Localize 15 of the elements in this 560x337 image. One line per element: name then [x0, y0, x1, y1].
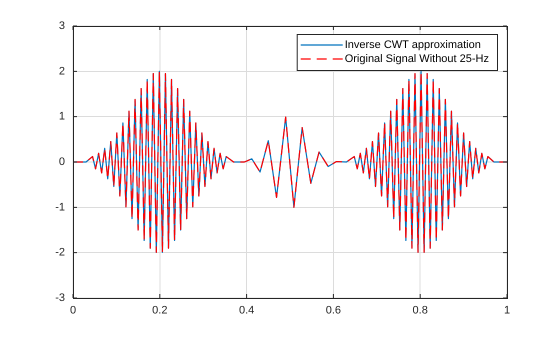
x-tick-label: 0	[70, 304, 76, 317]
x-tick-label: 0.8	[412, 304, 428, 317]
x-tick-label: 0.4	[238, 304, 254, 317]
y-tick-label: 3	[58, 20, 65, 32]
y-tick-label: -3	[55, 292, 65, 304]
legend-label: Original Signal Without 25-Hz	[344, 53, 490, 66]
y-tick-label: -2	[55, 246, 65, 259]
y-tick-label: 2	[58, 65, 65, 78]
x-tick-label: 0.6	[326, 304, 342, 317]
y-tick-label: 1	[58, 110, 65, 123]
x-tick-label: 1	[504, 304, 510, 317]
legend-label: Inverse CWT approximation	[344, 39, 481, 52]
x-tick-label: 0.2	[152, 304, 168, 317]
y-tick-label: -1	[55, 201, 65, 214]
y-tick-label: 0	[58, 156, 65, 168]
